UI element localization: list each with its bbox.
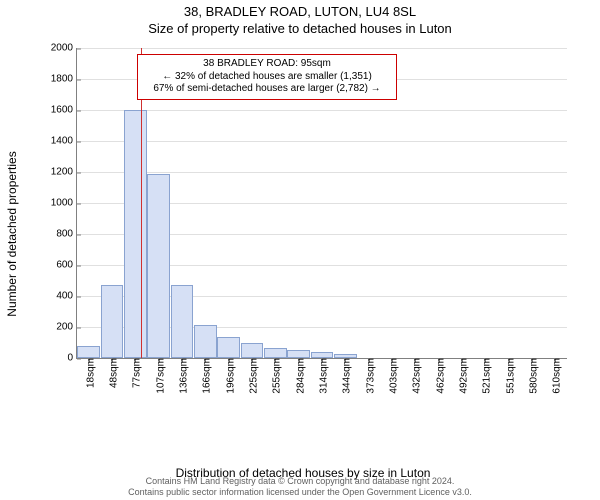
title-line-2: Size of property relative to detached ho… (0, 21, 600, 38)
x-tick-label: 196sqm (221, 358, 236, 394)
histogram-bar (287, 350, 310, 358)
y-tick-label: 400 (56, 291, 77, 302)
page-container: 38, BRADLEY ROAD, LUTON, LU4 8SL Size of… (0, 0, 600, 500)
footer-line-1: Contains HM Land Registry data © Crown c… (128, 476, 472, 487)
y-tick-label: 1400 (51, 136, 77, 147)
histogram-bar (171, 285, 194, 358)
y-axis-label: Number of detached properties (5, 151, 19, 316)
x-tick-label: 462sqm (431, 358, 446, 394)
y-tick-label: 200 (56, 322, 77, 333)
y-tick-label: 0 (67, 353, 77, 364)
histogram-bar (77, 346, 100, 358)
y-tick-label: 2000 (51, 43, 77, 54)
annotation-line-2: ← 32% of detached houses are smaller (1,… (144, 71, 390, 84)
x-tick-label: 551sqm (501, 358, 516, 394)
x-tick-label: 48sqm (105, 358, 120, 388)
x-tick-label: 77sqm (128, 358, 143, 388)
y-tick-label: 600 (56, 260, 77, 271)
x-tick-label: 432sqm (408, 358, 423, 394)
histogram-bar (124, 110, 147, 358)
gridline (77, 48, 567, 49)
x-tick-label: 225sqm (245, 358, 260, 394)
gridline (77, 172, 567, 173)
y-tick-label: 1600 (51, 105, 77, 116)
annotation-line-3: 67% of semi-detached houses are larger (… (144, 83, 390, 96)
x-tick-label: 521sqm (478, 358, 493, 394)
x-tick-label: 136sqm (175, 358, 190, 394)
plot-region: 020040060080010001200140016001800200018s… (76, 48, 567, 359)
x-tick-label: 18sqm (81, 358, 96, 388)
gridline (77, 110, 567, 111)
x-tick-label: 492sqm (455, 358, 470, 394)
chart-title: 38, BRADLEY ROAD, LUTON, LU4 8SL Size of… (0, 0, 600, 38)
chart-area: Number of detached properties 0200400600… (28, 44, 578, 424)
y-tick-label: 1200 (51, 167, 77, 178)
x-tick-label: 255sqm (268, 358, 283, 394)
histogram-bar (194, 325, 217, 358)
x-tick-label: 166sqm (198, 358, 213, 394)
gridline (77, 141, 567, 142)
annotation-box: 38 BRADLEY ROAD: 95sqm← 32% of detached … (137, 54, 397, 100)
attribution-footer: Contains HM Land Registry data © Crown c… (128, 476, 472, 498)
histogram-bar (217, 337, 240, 358)
histogram-bar (147, 174, 170, 358)
x-tick-label: 610sqm (548, 358, 563, 394)
x-tick-label: 284sqm (291, 358, 306, 394)
histogram-bar (101, 285, 124, 358)
title-line-1: 38, BRADLEY ROAD, LUTON, LU4 8SL (0, 4, 600, 21)
y-tick-label: 1000 (51, 198, 77, 209)
x-tick-label: 373sqm (361, 358, 376, 394)
x-tick-label: 344sqm (338, 358, 353, 394)
x-tick-label: 314sqm (315, 358, 330, 394)
y-tick-label: 800 (56, 229, 77, 240)
x-tick-label: 107sqm (151, 358, 166, 394)
y-tick-label: 1800 (51, 74, 77, 85)
footer-line-2: Contains public sector information licen… (128, 487, 472, 498)
x-tick-label: 580sqm (525, 358, 540, 394)
histogram-bar (241, 343, 264, 359)
histogram-bar (264, 348, 287, 358)
annotation-line-1: 38 BRADLEY ROAD: 95sqm (144, 58, 390, 71)
x-tick-label: 403sqm (385, 358, 400, 394)
